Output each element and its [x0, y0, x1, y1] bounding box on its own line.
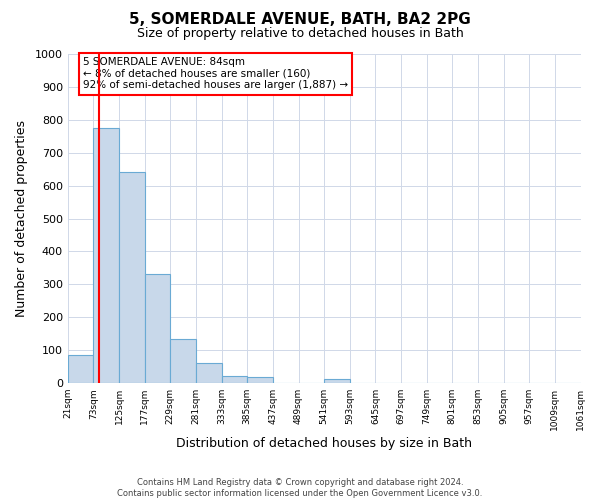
Text: Contains HM Land Registry data © Crown copyright and database right 2024.
Contai: Contains HM Land Registry data © Crown c…: [118, 478, 482, 498]
Bar: [145, 274, 170, 383]
Text: 5, SOMERDALE AVENUE, BATH, BA2 2PG: 5, SOMERDALE AVENUE, BATH, BA2 2PG: [129, 12, 471, 28]
Bar: [68, 355, 94, 383]
Bar: [94, 128, 119, 383]
Bar: [119, 172, 145, 383]
Bar: [170, 338, 196, 383]
Text: 5 SOMERDALE AVENUE: 84sqm
← 8% of detached houses are smaller (160)
92% of semi-: 5 SOMERDALE AVENUE: 84sqm ← 8% of detach…: [83, 58, 349, 90]
Y-axis label: Number of detached properties: Number of detached properties: [15, 120, 28, 317]
Bar: [221, 376, 247, 383]
Bar: [247, 377, 273, 383]
Bar: [324, 379, 350, 383]
Bar: [196, 364, 221, 383]
Text: Size of property relative to detached houses in Bath: Size of property relative to detached ho…: [137, 28, 463, 40]
X-axis label: Distribution of detached houses by size in Bath: Distribution of detached houses by size …: [176, 437, 472, 450]
